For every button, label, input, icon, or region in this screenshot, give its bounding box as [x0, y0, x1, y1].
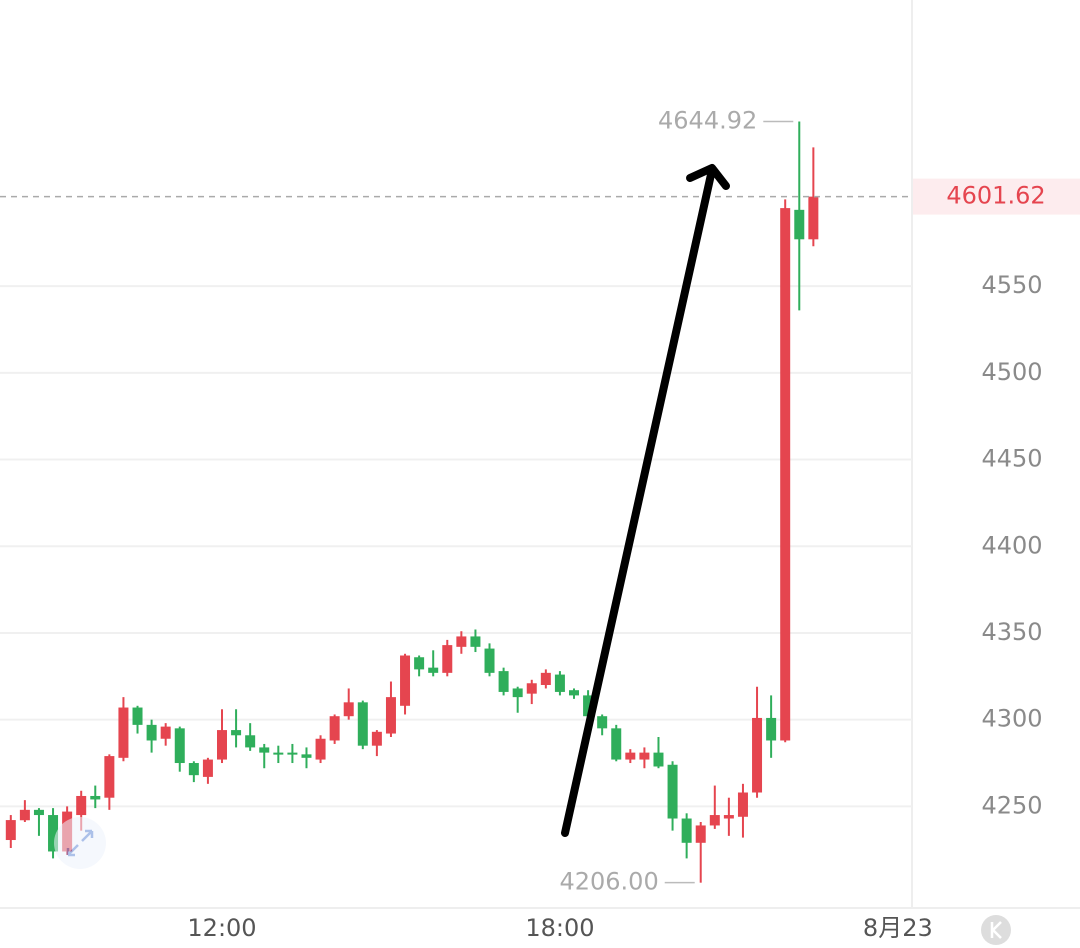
kline-button[interactable] — [981, 915, 1011, 945]
candle-body — [766, 717, 777, 741]
last-price-badge — [913, 178, 1080, 215]
candle-body — [202, 759, 213, 777]
candle-body — [315, 738, 326, 760]
candle-body — [723, 815, 734, 819]
candle-body — [400, 655, 411, 706]
candle-body — [808, 196, 819, 240]
max-marker-label: 4644.92 — [658, 107, 757, 135]
candle-body — [737, 792, 748, 817]
arrow-head — [686, 164, 730, 190]
candle-body — [104, 756, 115, 798]
candle-body — [794, 209, 805, 240]
candle-body — [273, 752, 284, 755]
expand-icon[interactable] — [54, 817, 106, 869]
candle-body — [90, 795, 101, 800]
x-tick-label: 8月23 — [863, 914, 933, 942]
min-marker-label: 4206.00 — [559, 868, 658, 896]
y-tick-label: 4250 — [981, 791, 1042, 819]
candle-body — [414, 657, 425, 670]
y-tick-label: 4550 — [981, 271, 1042, 299]
candle-body — [512, 688, 523, 698]
candle-body — [653, 752, 664, 767]
arrow-shaft — [561, 166, 716, 837]
icon-bg — [54, 817, 106, 869]
candle-body — [484, 648, 495, 673]
candle-body — [301, 754, 312, 758]
candle-body — [540, 672, 551, 685]
candle-body — [245, 735, 256, 748]
candle-body — [639, 752, 650, 760]
candle-body — [385, 697, 396, 734]
candle-body — [231, 730, 242, 736]
candle-body — [132, 707, 143, 725]
candle-body — [625, 752, 636, 760]
y-tick-label: 4350 — [981, 618, 1042, 646]
candle-body — [357, 702, 368, 746]
candle-body — [695, 825, 706, 843]
candle-body — [48, 815, 59, 852]
y-tick-label: 4300 — [981, 705, 1042, 733]
x-tick-label: 18:00 — [525, 914, 594, 942]
last-price-label: 4601.62 — [946, 182, 1045, 210]
candle-body — [442, 645, 453, 673]
candle-body — [217, 730, 227, 760]
candle-body — [554, 674, 565, 692]
candle-body — [498, 671, 509, 692]
candle-body — [780, 208, 791, 741]
candle-body — [569, 690, 579, 696]
button-bg — [981, 915, 1011, 945]
candle-body — [709, 815, 720, 826]
y-tick-label: 4500 — [981, 358, 1042, 386]
candle-body — [611, 728, 622, 760]
candle-body — [428, 667, 439, 673]
plot: 4250 4300 4350 4400 4450 4500 4550 12:00 18:00 8月… — [0, 107, 1080, 942]
candle-body — [287, 752, 298, 755]
candle-body — [681, 818, 692, 843]
candle-body — [343, 702, 354, 717]
candle-body — [188, 763, 199, 776]
candle-body — [583, 695, 594, 717]
candle-body — [752, 717, 763, 793]
candle-body — [371, 731, 382, 746]
candle-body — [118, 707, 129, 758]
candle-body — [19, 809, 30, 821]
candle-body — [5, 820, 16, 841]
candle-body — [470, 636, 481, 647]
candle-body — [33, 809, 44, 816]
candle-body — [456, 636, 467, 647]
candle-body — [667, 764, 678, 819]
candle-body — [259, 747, 270, 753]
y-tick-label: 4400 — [981, 531, 1042, 559]
candle-body — [160, 726, 171, 739]
candle-body — [146, 724, 157, 741]
candle-body — [329, 716, 340, 741]
hand-drawn-arrow — [561, 164, 730, 837]
candle-body — [526, 683, 537, 694]
x-tick-label: 12:00 — [187, 914, 256, 942]
y-tick-label: 4450 — [981, 445, 1042, 473]
candle-body — [597, 716, 608, 729]
icon-glyph — [66, 829, 94, 857]
candle-body — [76, 795, 87, 816]
button-glyph — [990, 921, 1002, 939]
candle-body — [174, 728, 185, 764]
